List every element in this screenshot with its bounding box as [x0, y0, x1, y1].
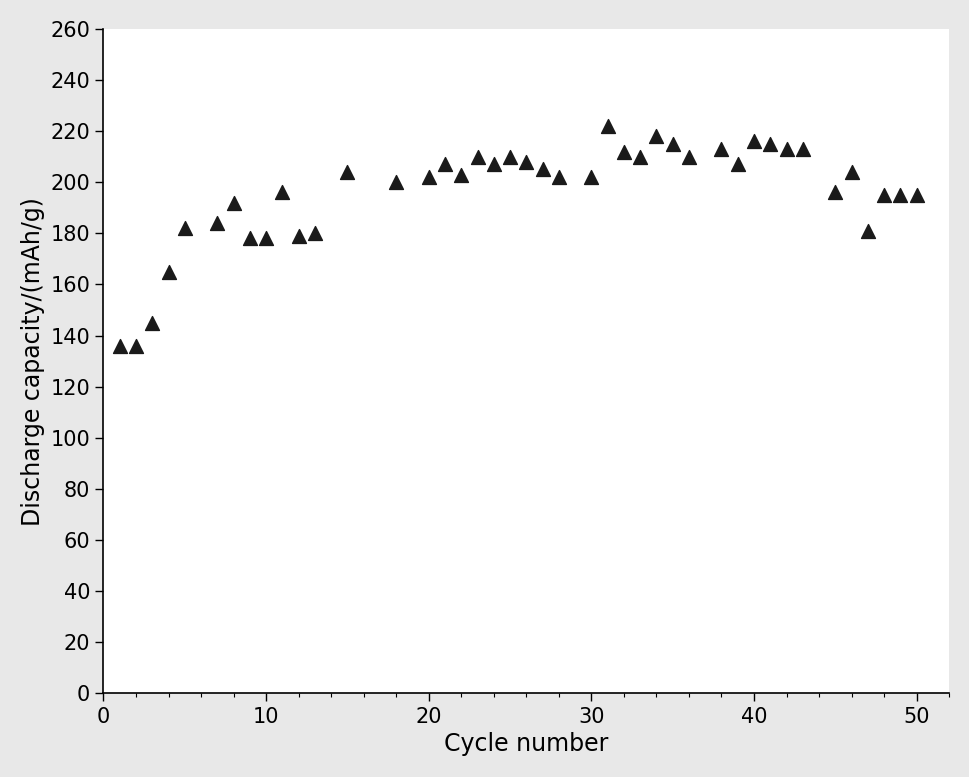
Point [599, 120, 614, 132]
Point [226, 197, 241, 209]
Point [550, 171, 566, 183]
Point [891, 189, 907, 201]
Point [843, 166, 859, 178]
Point [453, 169, 469, 181]
X-axis label: Cycle number: Cycle number [444, 732, 608, 756]
Point [469, 151, 484, 163]
Point [485, 158, 501, 170]
Point [291, 230, 306, 242]
Y-axis label: Discharge capacity/(mAh/g): Discharge capacity/(mAh/g) [20, 197, 45, 525]
Point [518, 155, 534, 168]
Point [664, 138, 679, 150]
Point [713, 143, 729, 155]
Point [632, 151, 647, 163]
Point [795, 143, 810, 155]
Point [209, 217, 225, 229]
Point [648, 130, 664, 142]
Point [128, 340, 143, 352]
Point [111, 340, 127, 352]
Point [615, 145, 631, 158]
Point [860, 225, 875, 237]
Point [307, 227, 323, 239]
Point [534, 163, 549, 176]
Point [502, 151, 517, 163]
Point [437, 158, 453, 170]
Point [875, 189, 891, 201]
Point [421, 171, 436, 183]
Point [242, 232, 258, 245]
Point [680, 151, 696, 163]
Point [778, 143, 794, 155]
Point [827, 186, 842, 199]
Point [176, 222, 192, 235]
Point [730, 158, 745, 170]
Point [144, 316, 160, 329]
Point [745, 135, 761, 148]
Point [908, 189, 923, 201]
Point [258, 232, 273, 245]
Point [762, 138, 777, 150]
Point [161, 266, 176, 278]
Point [388, 176, 403, 188]
Point [583, 171, 599, 183]
Point [274, 186, 290, 199]
Point [339, 166, 355, 178]
